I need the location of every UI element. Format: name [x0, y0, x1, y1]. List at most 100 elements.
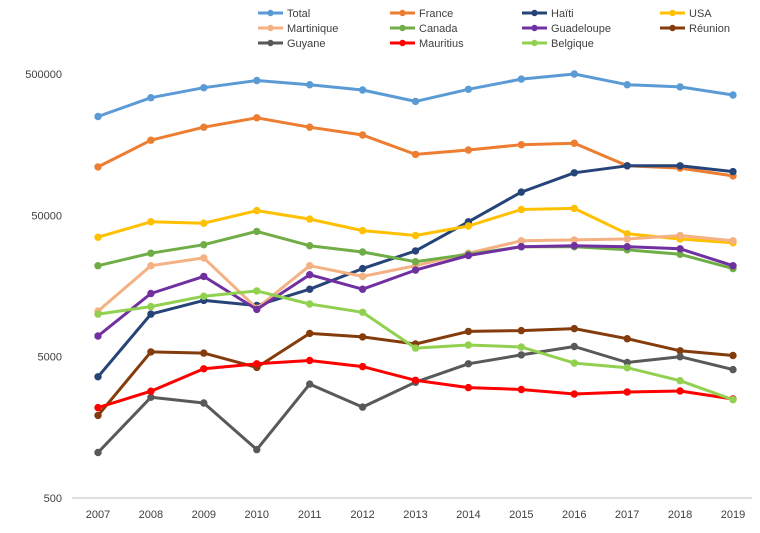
data-point	[306, 242, 314, 250]
data-point	[676, 245, 684, 253]
legend-item: Mauritius	[390, 38, 464, 50]
data-point	[147, 348, 155, 356]
data-point	[200, 219, 208, 227]
data-point	[570, 390, 578, 398]
data-point	[729, 396, 737, 404]
x-tick-label: 2013	[403, 509, 427, 521]
data-point	[358, 333, 367, 341]
legend-swatch-marker	[669, 24, 676, 32]
data-point	[147, 94, 155, 102]
data-point	[411, 231, 420, 240]
legend-label: Guadeloupe	[551, 23, 611, 35]
data-point	[570, 169, 578, 177]
data-point	[358, 362, 367, 371]
data-point	[200, 254, 208, 262]
series-guadeloupe	[94, 242, 737, 340]
data-point	[729, 91, 737, 99]
data-point	[306, 380, 314, 388]
x-tick-label: 2009	[192, 509, 216, 521]
data-point	[147, 136, 155, 144]
chart-axes: 500 5000 50000 500000 2007 2008 2009 2010 2011 20…	[25, 69, 752, 521]
data-point	[623, 235, 631, 243]
x-tick-label: 2018	[668, 509, 692, 521]
legend-item: USA	[660, 8, 712, 20]
data-point	[464, 341, 473, 349]
series-france	[94, 114, 737, 180]
data-point	[411, 344, 420, 352]
data-point	[729, 262, 737, 270]
data-point	[411, 266, 420, 274]
legend-label: Belgique	[551, 38, 594, 50]
x-tick-label: 2010	[245, 509, 269, 521]
data-point	[676, 353, 684, 361]
data-point	[570, 70, 578, 78]
legend-swatch-marker	[399, 39, 406, 47]
data-point	[200, 399, 208, 407]
data-point	[411, 258, 420, 266]
legend-swatch-marker	[267, 24, 274, 32]
legend-swatch-marker	[399, 9, 406, 17]
data-point	[676, 387, 684, 395]
data-point	[517, 75, 525, 83]
legend-swatch-marker	[267, 9, 274, 17]
data-point	[517, 205, 525, 214]
data-point	[94, 403, 102, 412]
data-point	[306, 356, 314, 365]
legend-item: Réunion	[660, 23, 730, 35]
x-tick-label: 2008	[139, 509, 163, 521]
data-point	[570, 242, 578, 250]
data-point	[411, 247, 420, 255]
data-point	[147, 289, 155, 298]
data-point	[94, 411, 102, 420]
data-point	[358, 403, 367, 411]
legend-label: Réunion	[689, 23, 730, 35]
y-tick-label: 500000	[25, 69, 62, 81]
x-tick-label: 2011	[298, 509, 322, 521]
x-tick-label: 2019	[721, 509, 745, 521]
legend-item: Belgique	[522, 38, 594, 50]
data-point	[729, 237, 737, 245]
data-point	[306, 123, 314, 131]
data-point	[517, 188, 525, 196]
data-point	[570, 324, 578, 333]
data-point	[623, 388, 631, 396]
data-point	[464, 85, 473, 94]
data-point	[517, 385, 525, 394]
data-point	[306, 262, 314, 270]
legend-label: Canada	[419, 23, 458, 35]
data-point	[200, 365, 208, 373]
data-point	[570, 204, 578, 213]
data-point	[358, 308, 367, 316]
legend-item: Haïti	[522, 8, 574, 20]
legend-label: Guyane	[287, 38, 326, 50]
x-tick-label: 2012	[350, 509, 374, 521]
data-point	[676, 162, 684, 170]
data-point	[94, 310, 102, 318]
data-point	[623, 162, 631, 170]
legend-label: France	[419, 8, 453, 20]
legend-item: Guyane	[258, 38, 326, 50]
data-point	[94, 233, 102, 241]
data-point	[147, 218, 155, 226]
data-point	[306, 285, 314, 293]
data-point	[306, 215, 314, 223]
data-point	[200, 123, 208, 131]
data-point	[253, 114, 261, 122]
data-point	[200, 241, 208, 249]
data-point	[729, 167, 737, 176]
data-point	[253, 206, 261, 215]
series-usa	[94, 204, 737, 247]
data-point	[147, 310, 155, 318]
data-point	[147, 262, 155, 270]
data-point	[676, 231, 684, 240]
chart-legend: Total France Haïti USA Martinique Canada Guade…	[258, 8, 730, 50]
data-point	[253, 305, 261, 314]
legend-swatch-marker	[669, 9, 676, 17]
legend-swatch-marker	[267, 39, 274, 47]
data-point	[306, 271, 314, 279]
y-tick-label: 50000	[31, 210, 62, 222]
y-tick-label: 500	[44, 493, 62, 505]
series-guyane	[94, 342, 737, 457]
data-point	[147, 393, 155, 401]
data-point	[253, 287, 261, 295]
